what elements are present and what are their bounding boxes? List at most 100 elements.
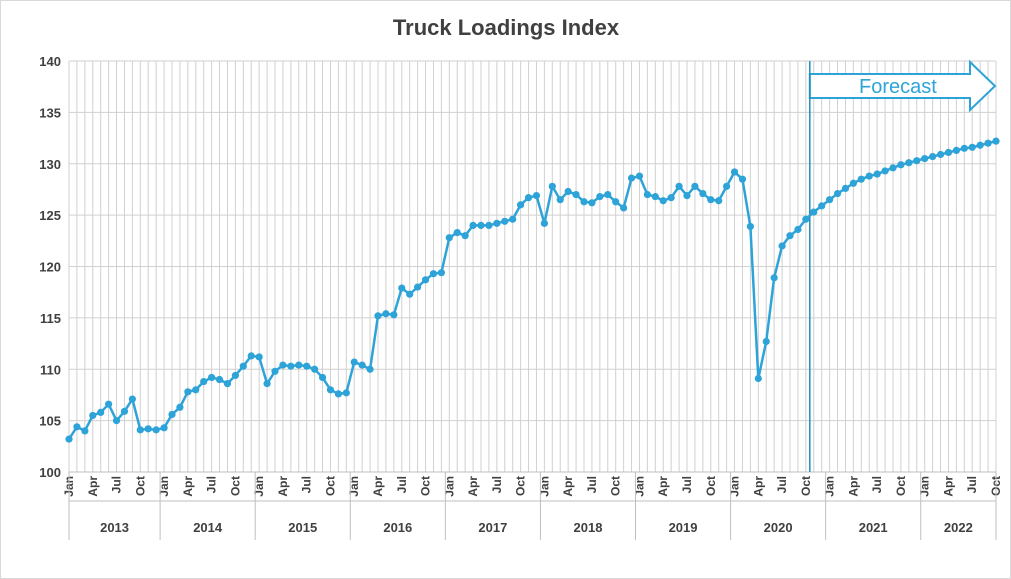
data-point bbox=[429, 270, 438, 278]
data-point bbox=[651, 193, 659, 201]
data-point bbox=[97, 408, 105, 417]
data-point bbox=[81, 427, 89, 435]
axis-layer: 100 105 110 115 120 125 130 135 140 Jan Apr Jul Oct J… bbox=[39, 54, 1003, 540]
data-point bbox=[841, 184, 850, 193]
data-point bbox=[421, 276, 430, 284]
month-tick-label: Apr bbox=[561, 476, 575, 497]
data-point bbox=[960, 144, 968, 152]
year-label: 2015 bbox=[288, 520, 317, 535]
data-point bbox=[437, 269, 445, 277]
data-point bbox=[564, 187, 572, 196]
data-point bbox=[390, 311, 398, 319]
data-point bbox=[604, 190, 612, 199]
data-point bbox=[398, 284, 406, 292]
month-tick-label: Apr bbox=[86, 476, 100, 497]
data-point bbox=[596, 193, 604, 201]
data-point bbox=[65, 435, 73, 443]
data-point bbox=[342, 389, 350, 397]
month-tick-label: Oct bbox=[323, 476, 337, 496]
year-label: 2016 bbox=[383, 520, 412, 535]
data-point bbox=[73, 423, 81, 431]
data-point bbox=[580, 198, 588, 206]
y-tick-label: 115 bbox=[40, 311, 61, 326]
data-point bbox=[730, 168, 739, 176]
forecast-label: Forecast bbox=[859, 76, 937, 98]
data-point bbox=[445, 234, 453, 242]
month-tick-label: Jan bbox=[252, 476, 266, 497]
month-tick-label: Jul bbox=[680, 476, 694, 493]
data-point bbox=[857, 175, 865, 183]
data-point bbox=[406, 290, 414, 298]
month-tick-label: Jul bbox=[490, 476, 504, 493]
month-tick-label: Apr bbox=[181, 476, 195, 497]
data-point bbox=[643, 190, 651, 199]
y-tick-label: 100 bbox=[39, 465, 61, 480]
data-point bbox=[509, 215, 517, 223]
year-label: 2020 bbox=[764, 520, 793, 535]
data-point bbox=[929, 152, 937, 161]
data-point bbox=[952, 146, 960, 154]
data-point bbox=[770, 274, 778, 282]
y-tick-label: 110 bbox=[40, 362, 61, 377]
data-point bbox=[215, 375, 224, 384]
chart-title: Truck Loadings Index bbox=[393, 15, 620, 40]
month-tick-label: Apr bbox=[466, 476, 480, 497]
data-point bbox=[168, 410, 176, 419]
data-point bbox=[295, 361, 303, 369]
data-point bbox=[675, 182, 683, 190]
data-point bbox=[453, 228, 461, 237]
data-point bbox=[786, 232, 794, 240]
year-label: 2018 bbox=[574, 520, 603, 535]
data-point bbox=[334, 390, 342, 398]
data-point bbox=[627, 174, 636, 182]
data-point bbox=[746, 222, 754, 231]
data-point bbox=[461, 232, 469, 240]
data-point bbox=[136, 426, 144, 434]
month-tick-label: Apr bbox=[656, 476, 670, 497]
y-tick-label: 120 bbox=[39, 260, 61, 275]
data-point bbox=[976, 141, 984, 149]
data-point bbox=[635, 172, 644, 180]
month-tick-label: Jan bbox=[442, 476, 456, 497]
data-point bbox=[144, 425, 152, 433]
data-point bbox=[524, 194, 533, 202]
month-tick-label: Jul bbox=[965, 476, 979, 493]
data-point bbox=[715, 197, 723, 205]
data-point bbox=[889, 164, 897, 172]
month-tick-label: Apr bbox=[846, 476, 860, 497]
data-point bbox=[936, 150, 945, 159]
data-point bbox=[794, 225, 802, 234]
data-point bbox=[366, 365, 374, 373]
y-tick-label: 135 bbox=[39, 105, 61, 120]
data-point bbox=[184, 388, 192, 396]
data-point bbox=[944, 148, 953, 157]
month-tick-label: Jul bbox=[870, 476, 884, 493]
data-point bbox=[572, 190, 580, 199]
data-point bbox=[723, 182, 731, 190]
data-point bbox=[239, 362, 247, 370]
data-point bbox=[326, 386, 335, 394]
month-tick-label: Jul bbox=[395, 476, 409, 493]
month-tick-label: Oct bbox=[419, 476, 433, 496]
data-point bbox=[160, 424, 168, 432]
data-point bbox=[921, 155, 929, 163]
data-point bbox=[588, 199, 596, 207]
data-point bbox=[762, 337, 770, 346]
data-point bbox=[683, 192, 691, 200]
data-point bbox=[223, 380, 232, 388]
data-point bbox=[469, 221, 477, 229]
data-point bbox=[754, 374, 762, 383]
month-tick-label: Jul bbox=[300, 476, 314, 493]
y-tick-label: 125 bbox=[39, 208, 61, 223]
data-point bbox=[200, 377, 208, 386]
data-point bbox=[556, 196, 564, 204]
data-point bbox=[303, 362, 311, 370]
data-point bbox=[865, 172, 873, 180]
y-tick-label: 105 bbox=[39, 414, 61, 429]
data-point bbox=[540, 219, 548, 227]
year-label: 2013 bbox=[100, 520, 129, 535]
forecast-annotation: Forecast bbox=[808, 59, 997, 472]
data-point bbox=[105, 400, 113, 408]
data-point bbox=[897, 161, 905, 169]
month-tick-label: Jul bbox=[585, 476, 599, 493]
